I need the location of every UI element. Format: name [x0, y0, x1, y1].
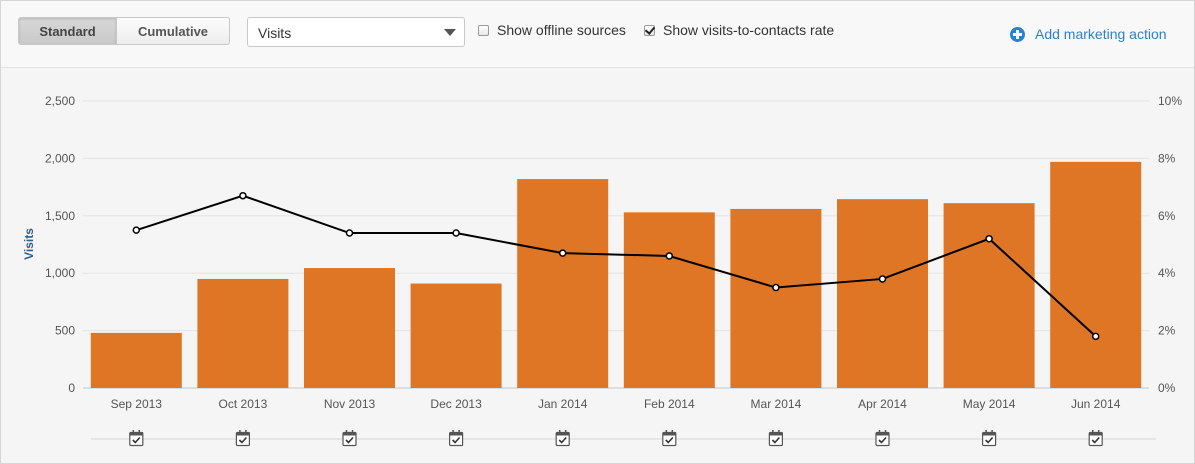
visits-bar[interactable] [943, 203, 1035, 388]
x-tick-label: Oct 2013 [219, 397, 268, 411]
offline-sources-checkbox[interactable] [478, 24, 489, 36]
x-tick-label: Feb 2014 [644, 397, 695, 411]
add-marketing-action-link[interactable]: Add marketing action [1010, 26, 1167, 42]
calendar-check-icon[interactable] [235, 430, 250, 447]
offline-sources-label: Show offline sources [497, 22, 626, 38]
calendar-check-icon[interactable] [555, 430, 570, 447]
toolbar: Standard Cumulative Visits Show offline … [1, 1, 1194, 68]
plus-circle-icon [1010, 26, 1025, 42]
y-tick-label: 1,000 [45, 266, 75, 280]
y-tick-label: 500 [55, 324, 75, 338]
x-tick-label: Jan 2014 [538, 397, 588, 411]
add-marketing-action-label: Add marketing action [1035, 26, 1167, 42]
x-tick-label: Sep 2013 [111, 397, 163, 411]
x-tick-label: Mar 2014 [751, 397, 802, 411]
calendar-check-icon[interactable] [1088, 430, 1103, 447]
visits-bar[interactable] [517, 179, 609, 388]
x-tick-label: Apr 2014 [858, 397, 907, 411]
rate-point[interactable] [558, 249, 567, 257]
visits-bar[interactable] [1050, 161, 1142, 388]
metric-select[interactable]: Visits [247, 17, 465, 47]
visits-bar[interactable] [197, 278, 289, 388]
rate-point[interactable] [452, 229, 460, 237]
visits-bar[interactable] [90, 332, 182, 388]
standard-button[interactable]: Standard [18, 17, 117, 45]
y2-tick-label: 10% [1158, 94, 1182, 108]
y2-tick-label: 6% [1158, 209, 1176, 223]
y2-tick-label: 8% [1158, 151, 1176, 165]
rate-toggle[interactable]: Show visits-to-contacts rate [644, 22, 834, 38]
rate-checkbox[interactable] [644, 24, 655, 36]
x-tick-label: May 2014 [963, 397, 1016, 411]
visits-bar[interactable] [410, 283, 502, 388]
metric-select-value: Visits [258, 25, 292, 41]
rate-label: Show visits-to-contacts rate [663, 22, 835, 38]
calendar-check-icon[interactable] [449, 430, 464, 447]
calendar-check-icon[interactable] [662, 430, 677, 447]
rate-point[interactable] [132, 226, 141, 234]
x-tick-label: Jun 2014 [1071, 397, 1121, 411]
visits-bar[interactable] [623, 212, 715, 388]
y2-tick-label: 0% [1158, 381, 1176, 395]
visits-bar[interactable] [304, 268, 395, 388]
calendar-check-icon[interactable] [768, 430, 784, 447]
y2-tick-label: 4% [1158, 266, 1176, 280]
rate-point[interactable] [772, 283, 780, 292]
cumulative-button[interactable]: Cumulative [116, 17, 230, 45]
y-axis-label: Visits [22, 228, 36, 260]
visits-bar[interactable] [837, 199, 928, 388]
rate-point[interactable] [1091, 332, 1100, 341]
chevron-down-icon [444, 29, 456, 36]
y-tick-label: 2,000 [45, 151, 75, 165]
rate-point[interactable] [878, 275, 887, 283]
y2-tick-label: 2% [1158, 324, 1176, 338]
rate-line-path [135, 194, 1097, 338]
rate-point[interactable] [985, 235, 993, 243]
rate-point[interactable] [665, 252, 674, 260]
y-tick-label: 2,500 [45, 94, 75, 108]
visits-bars [90, 161, 1142, 388]
offline-sources-toggle[interactable]: Show offline sources [478, 22, 626, 38]
y-tick-label: 0 [68, 381, 75, 395]
calendar-check-icon[interactable] [875, 430, 890, 447]
x-tick-label: Dec 2013 [430, 397, 482, 411]
marketing-action-markers [91, 430, 1156, 447]
visits-bar[interactable] [730, 208, 822, 388]
calendar-check-icon[interactable] [342, 430, 357, 447]
axes: 0 0% 500 2% 1,000 4% 1,500 6% 2,000 8% 2,500 10% Vis… [22, 94, 1182, 411]
rate-point[interactable] [239, 191, 247, 200]
y-tick-label: 1,500 [45, 209, 75, 223]
rate-line [132, 191, 1100, 341]
calendar-check-icon[interactable] [981, 430, 997, 447]
x-tick-label: Nov 2013 [324, 397, 376, 411]
calendar-check-icon[interactable] [129, 430, 144, 447]
rate-point[interactable] [345, 229, 354, 237]
